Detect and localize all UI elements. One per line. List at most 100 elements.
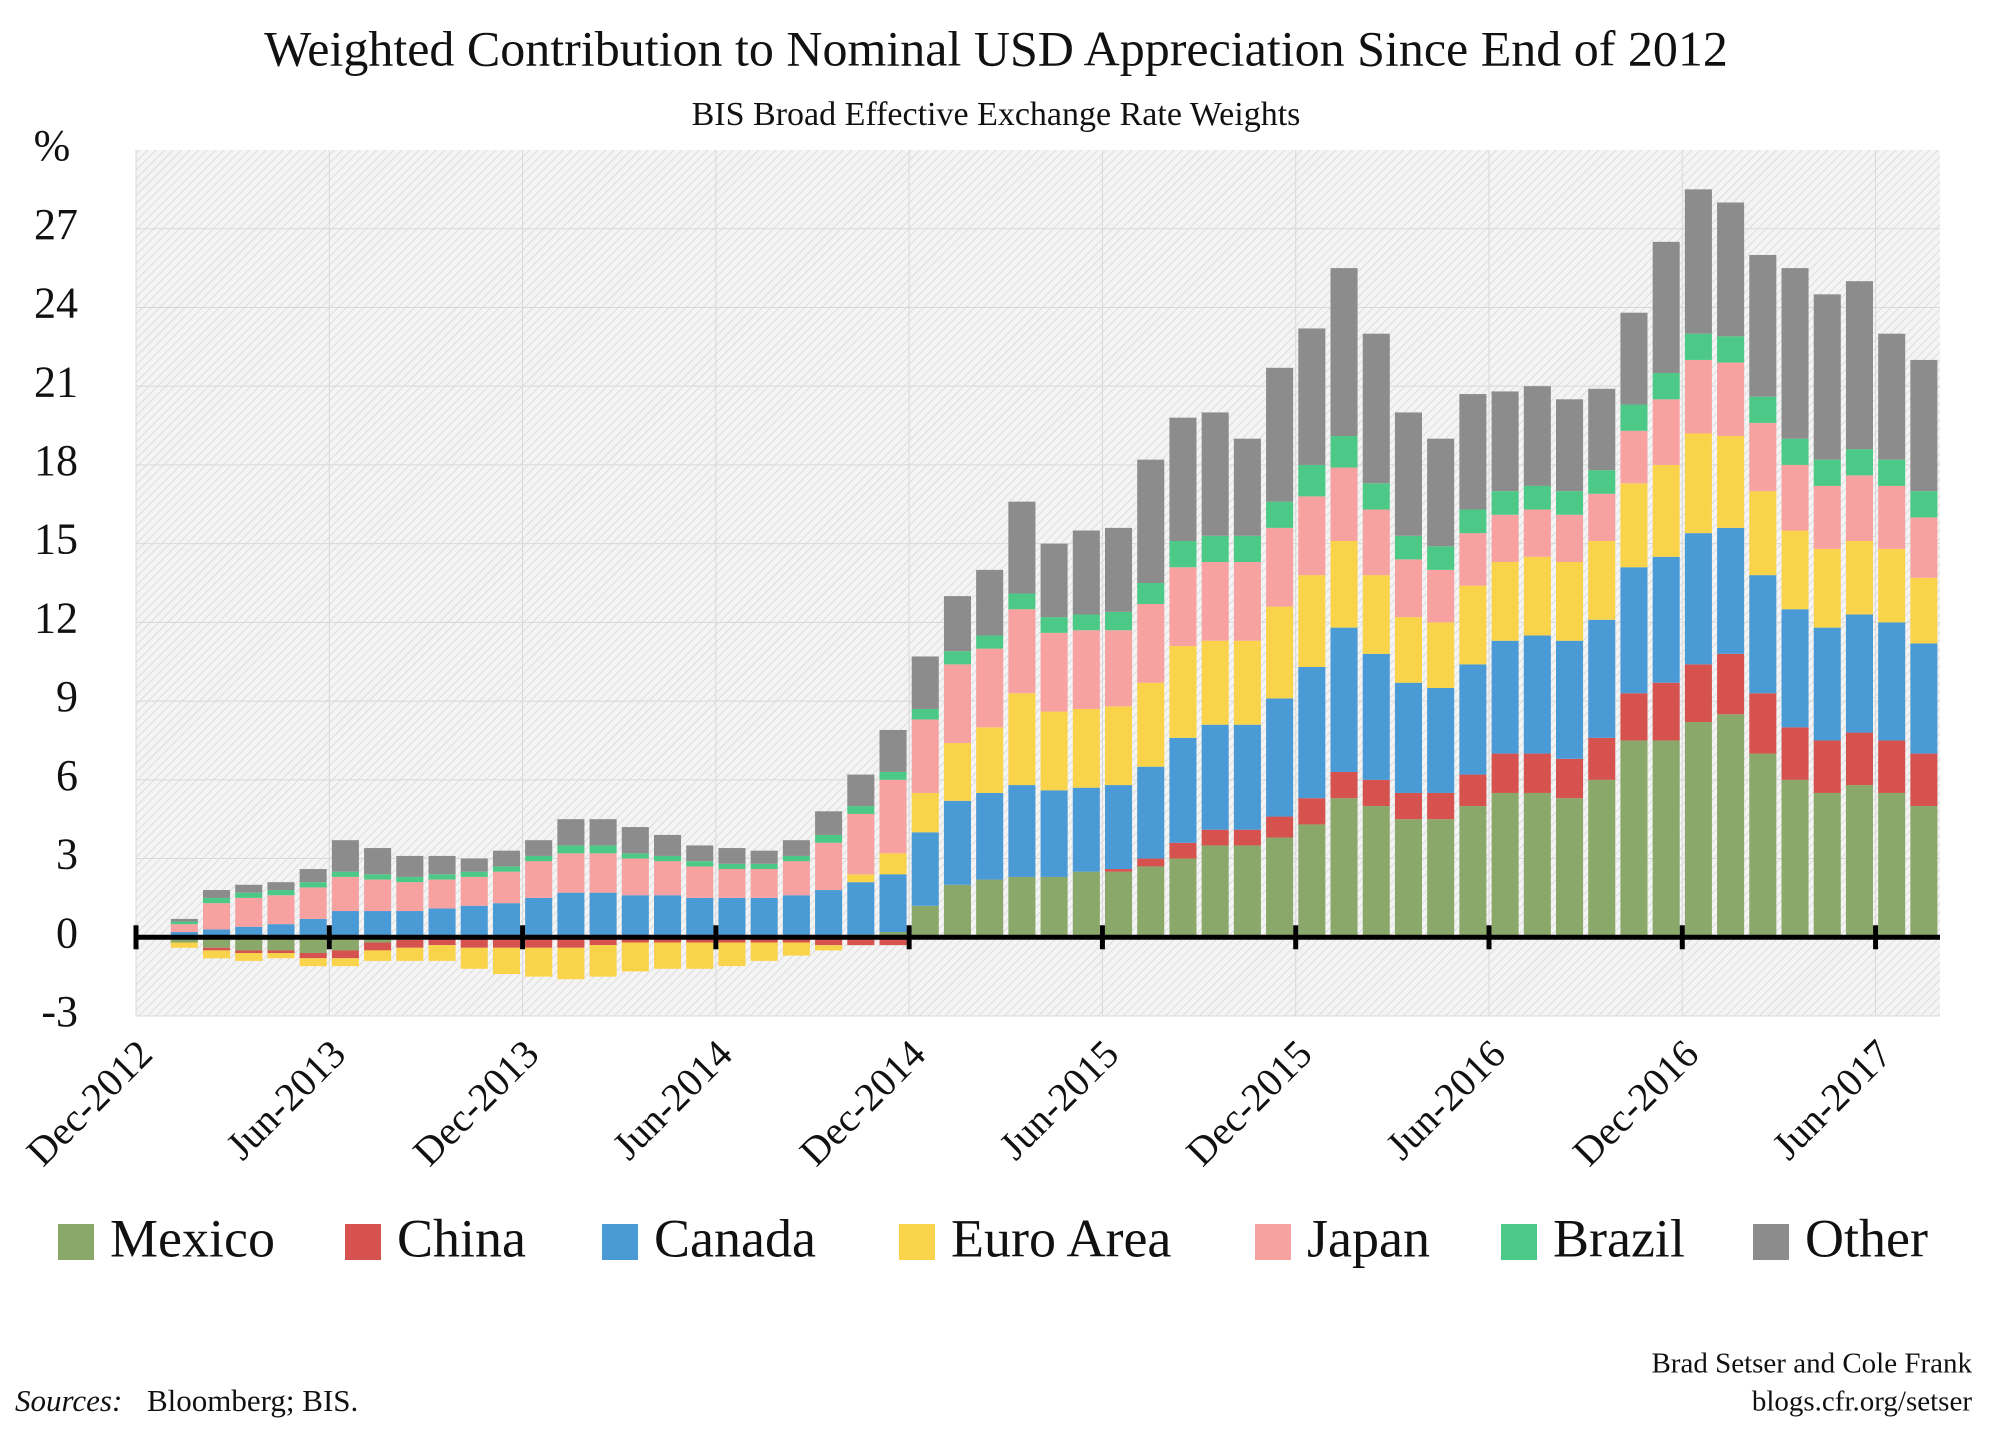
bar-segment: [1588, 470, 1616, 494]
bar-segment: [1233, 724, 1261, 830]
bar-segment: [1266, 837, 1294, 938]
bar-segment: [750, 897, 778, 938]
bar-segment: [460, 937, 488, 948]
bar-segment: [557, 853, 585, 893]
bar-segment: [943, 664, 971, 744]
bar-segment: [847, 813, 875, 875]
bar-segment: [1266, 606, 1294, 699]
bar-segment: [1233, 845, 1261, 938]
bar-segment: [1878, 485, 1906, 549]
bar-segment: [1298, 798, 1326, 825]
bar-segment: [428, 855, 456, 875]
legend-label: Other: [1805, 1208, 1928, 1268]
bar-segment: [267, 937, 295, 951]
bar-segment: [1781, 779, 1809, 938]
bar-segment: [1008, 693, 1036, 786]
bar-segment: [1105, 527, 1133, 612]
bar-segment: [621, 827, 649, 854]
bar-segment: [1105, 869, 1133, 872]
bar-segment: [1459, 509, 1487, 534]
chart-title: Weighted Contribution to Nominal USD App…: [264, 20, 1728, 76]
bar-segment: [1362, 575, 1390, 654]
y-tick-label: 15: [34, 515, 78, 564]
legend-label: Euro Area: [951, 1208, 1171, 1268]
bar-segment: [267, 924, 295, 938]
bar-segment: [976, 569, 1004, 636]
bar-segment: [1169, 842, 1197, 859]
bar-segment: [976, 792, 1004, 880]
bar-segment: [1491, 640, 1519, 754]
bar-segment: [299, 869, 327, 883]
bar-segment: [1813, 294, 1841, 460]
bar-segment: [1556, 640, 1584, 759]
bar-segment: [654, 942, 682, 969]
bar-segment: [267, 895, 295, 925]
bar-segment: [1169, 737, 1197, 843]
bar-segment: [1813, 548, 1841, 628]
x-tick-label: Jun-2016: [1377, 1031, 1514, 1168]
bar-segment: [1652, 373, 1680, 400]
bar-segment: [686, 897, 714, 938]
bar-segment: [1266, 367, 1294, 502]
bar-segment: [170, 937, 198, 943]
bar-segment: [396, 855, 424, 877]
y-tick-label: 6: [56, 751, 78, 800]
bar-segment: [1910, 359, 1938, 492]
bar-segment: [557, 819, 585, 846]
bar-segment: [718, 848, 746, 864]
bar-segment: [686, 937, 714, 943]
bar-segment: [1040, 876, 1068, 938]
bar-segment: [396, 876, 424, 883]
bar-segment: [557, 937, 585, 948]
bar-segment: [1845, 449, 1873, 476]
bar-segment: [1362, 779, 1390, 807]
bar-segment: [1523, 556, 1551, 636]
bar-segment: [428, 908, 456, 938]
x-tick-label: Dec-2016: [1564, 1031, 1707, 1174]
bar-segment: [1878, 333, 1906, 460]
bar-segment: [1684, 664, 1712, 723]
bar-segment: [1105, 785, 1133, 870]
y-tick-label: 18: [34, 436, 78, 485]
bar-segment: [1137, 766, 1165, 859]
bar-segment: [331, 958, 359, 967]
bar-segment: [267, 953, 295, 959]
bar-segment: [1652, 556, 1680, 683]
bar-segment: [1845, 614, 1873, 733]
legend-swatch: [1501, 1224, 1537, 1260]
bar-segment: [170, 918, 198, 922]
bar-segment: [1620, 567, 1648, 694]
bar-segment: [331, 937, 359, 951]
bar-segment: [1201, 724, 1229, 830]
bar-segment: [203, 950, 231, 959]
bar-segment: [1266, 816, 1294, 838]
bar-segment: [1652, 464, 1680, 557]
bar-segment: [943, 800, 971, 885]
bar-segment: [299, 953, 327, 959]
chart-subtitle: BIS Broad Effective Exchange Rate Weight…: [692, 96, 1301, 133]
bar-segment: [1459, 585, 1487, 665]
bar-segment: [1717, 714, 1745, 938]
bar-segment: [1137, 866, 1165, 938]
bar-segment: [1137, 459, 1165, 583]
bar-segment: [1813, 792, 1841, 938]
bar-segment: [911, 905, 939, 938]
bar-segment: [621, 942, 649, 972]
bar-segment: [1362, 483, 1390, 510]
sources-label: Sources:: [15, 1383, 122, 1418]
bar-segment: [1717, 362, 1745, 437]
bar-segment: [879, 771, 907, 780]
bar-segment: [1201, 640, 1229, 725]
bar-segment: [589, 892, 617, 938]
bar-segment: [1330, 798, 1358, 938]
bar-segment: [1330, 436, 1358, 468]
bar-segment: [1137, 603, 1165, 683]
bar-segment: [1556, 562, 1584, 641]
bar-segment: [1427, 569, 1455, 623]
bar-segment: [1362, 509, 1390, 576]
x-tick-label: Jun-2017: [1763, 1031, 1900, 1168]
bar-segment: [1169, 858, 1197, 938]
bar-segment: [847, 774, 875, 807]
bar-segment: [1749, 422, 1777, 492]
x-tick-label: Jun-2015: [990, 1031, 1127, 1168]
